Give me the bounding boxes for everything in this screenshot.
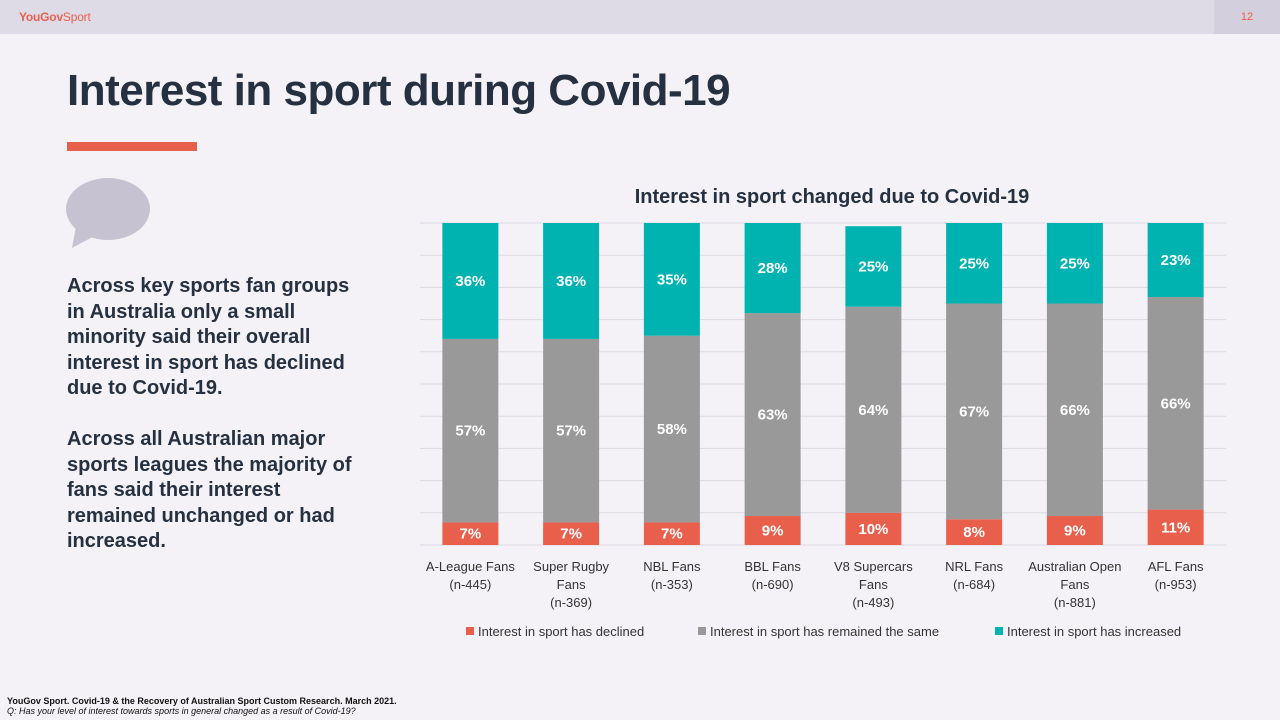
data-label: 58%: [657, 421, 687, 438]
category-label: NBL Fans: [643, 559, 701, 574]
legend-swatch-same: [698, 627, 706, 635]
legend-item-declined: Interest in sport has declined: [466, 624, 644, 639]
bar-segment-declined: [744, 516, 801, 545]
data-label: 36%: [556, 273, 586, 290]
title-accent-bar: [67, 142, 197, 151]
footer-question: Q: Has your level of interest towards sp…: [7, 706, 356, 716]
bar-segment-same: [946, 303, 1003, 520]
data-label: 7%: [661, 526, 683, 543]
data-label: 11%: [1161, 519, 1190, 536]
bar-segment-declined: [643, 522, 700, 545]
data-label: 9%: [1064, 523, 1086, 540]
bar-segment-same: [643, 335, 700, 523]
page-number: 12: [1240, 11, 1254, 23]
bar-segment-increased: [543, 223, 600, 339]
chart-legend: Interest in sport has declined Interest …: [420, 624, 1280, 644]
category-label: NRL Fans: [945, 559, 1004, 574]
data-label: 67%: [959, 403, 989, 420]
category-label: (n-881): [1054, 595, 1096, 610]
page-title: Interest in sport during Covid-19: [67, 66, 731, 115]
data-label: 9%: [762, 523, 784, 540]
category-label: (n-493): [852, 595, 894, 610]
bar-segment-increased: [845, 226, 902, 307]
category-label: Australian Open: [1028, 559, 1121, 574]
bar-segment-declined: [946, 519, 1003, 545]
bar-segment-increased: [946, 223, 1003, 304]
category-label: (n-353): [651, 577, 693, 592]
data-label: 66%: [1060, 402, 1090, 419]
data-label: 7%: [460, 526, 482, 543]
category-label: Super Rugby: [533, 559, 609, 574]
data-label: 57%: [455, 423, 485, 440]
data-label: 8%: [963, 524, 985, 541]
data-label: 57%: [556, 423, 586, 440]
category-label: (n-369): [550, 595, 592, 610]
legend-swatch-declined: [466, 627, 474, 635]
data-label: 36%: [455, 273, 485, 290]
page-number-box: [1214, 0, 1280, 34]
bar-segment-increased: [442, 223, 499, 339]
summary-paragraph-1: Across key sports fan groups in Australi…: [67, 275, 350, 400]
data-label: 25%: [1060, 255, 1090, 272]
category-label: AFL Fans: [1148, 559, 1204, 574]
category-label: (n-690): [752, 577, 794, 592]
data-label: 35%: [657, 271, 687, 288]
summary-text: Across key sports fan groups in Australi…: [67, 274, 357, 580]
footer: YouGov Sport. Covid-19 & the Recovery of…: [7, 696, 397, 716]
category-label: V8 Supercars: [834, 559, 913, 574]
bar-segment-increased: [1046, 223, 1103, 304]
bar-segment-declined: [543, 522, 600, 545]
legend-item-same: Interest in sport has remained the same: [698, 624, 939, 639]
bar-segment-same: [1147, 297, 1204, 510]
bar-segment-declined: [1046, 516, 1103, 545]
category-label: Fans: [859, 577, 888, 592]
bar-segment-declined: [1147, 509, 1204, 545]
data-label: 25%: [858, 258, 888, 275]
category-label: A-League Fans: [426, 559, 515, 574]
category-label: BBL Fans: [744, 559, 801, 574]
data-label: 10%: [858, 521, 888, 538]
summary-paragraph-2: Across all Australian major sports leagu…: [67, 427, 352, 553]
data-label: 28%: [758, 260, 788, 277]
bar-segment-same: [442, 338, 499, 523]
category-label: Fans: [1060, 577, 1089, 592]
footer-source: YouGov Sport. Covid-19 & the Recovery of…: [7, 696, 397, 706]
bar-segment-increased: [643, 223, 700, 336]
bar-segment-increased: [1147, 223, 1204, 298]
speech-bubble-icon: [66, 178, 150, 248]
category-label: (n-953): [1155, 577, 1197, 592]
data-label: 23%: [1161, 252, 1191, 269]
legend-item-increased: Interest in sport has increased: [995, 624, 1181, 639]
data-label: 7%: [560, 526, 582, 543]
brand-logo: YouGovSport: [19, 10, 91, 24]
data-label: 25%: [959, 255, 989, 272]
data-label: 64%: [858, 402, 888, 419]
bar-segment-same: [845, 306, 902, 513]
bar-segment-same: [543, 338, 600, 523]
chart-title: Interest in sport changed due to Covid-1…: [634, 186, 1030, 208]
bar-segment-increased: [744, 223, 801, 314]
data-label: 66%: [1161, 395, 1191, 412]
category-label: Fans: [557, 577, 586, 592]
category-label: (n-445): [449, 577, 491, 592]
legend-swatch-increased: [995, 627, 1003, 635]
bar-segment-declined: [442, 522, 499, 545]
top-bar: [0, 0, 1280, 34]
data-label: 63%: [758, 407, 788, 424]
bar-segment-same: [744, 313, 801, 517]
bar-segment-same: [1046, 303, 1103, 517]
bar-segment-declined: [845, 512, 902, 545]
category-label: (n-684): [953, 577, 995, 592]
